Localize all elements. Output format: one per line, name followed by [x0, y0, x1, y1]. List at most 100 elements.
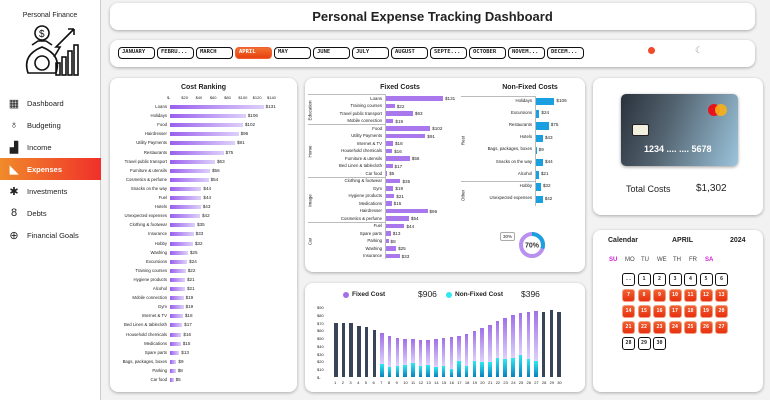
income-chart-icon: ▟ [9, 141, 19, 154]
cost-value: $43 [544, 134, 553, 140]
calendar-day[interactable]: 20 [715, 305, 728, 318]
calendar-day[interactable]: 2 [653, 273, 666, 286]
cost-ranking-value: $44 [203, 185, 212, 191]
legend-total: $396 [521, 289, 540, 299]
bar-fixed [449, 337, 453, 370]
cost-ranking-label: Clothing & footwear [129, 222, 168, 228]
cost-value: $22 [396, 103, 405, 109]
weekday-label: MO [625, 257, 635, 263]
calendar-day[interactable]: 24 [668, 321, 682, 334]
sidebar-item-expenses[interactable]: ◣ Expenses [0, 158, 101, 180]
calendar-day[interactable]: 26 [699, 321, 713, 334]
x-tick: 17 [457, 380, 462, 385]
calendar-day[interactable]: 30 [653, 337, 666, 350]
cost-ranking-bar [170, 287, 185, 291]
group-label: Home [307, 145, 313, 158]
x-tick: 27 [534, 380, 539, 385]
cost-ranking-label: Training courses [135, 267, 167, 273]
calendar-day[interactable]: 23 [653, 321, 666, 334]
cost-ranking-value: $131 [265, 104, 276, 109]
month-tab-6[interactable]: JUNE [313, 47, 350, 59]
calendar-day[interactable]: 22 [637, 321, 651, 334]
calendar-day[interactable]: 15 [637, 305, 651, 318]
calendar-day[interactable]: 14 [622, 305, 635, 318]
month-tab-7[interactable]: JULY [352, 47, 389, 59]
calendar-day[interactable]: 25 [684, 321, 697, 334]
month-tab-12[interactable]: DECEM... [547, 47, 584, 59]
sidebar-item-income[interactable]: ▟ Income [0, 136, 101, 158]
cost-ranking-value: $24 [189, 258, 197, 264]
month-tab-8[interactable]: AUGUST [391, 47, 428, 59]
cost-label: Fuel [373, 223, 382, 228]
bar-nonfixed [534, 361, 538, 377]
cost-ranking-label: Snacks on the way [130, 185, 167, 191]
calendar-day[interactable]: 3 [668, 273, 682, 286]
cost-ranking-value: $5 [175, 377, 181, 382]
calendar-day[interactable]: 9 [653, 289, 666, 302]
bar-nonfixed [395, 366, 400, 377]
calendar-day[interactable]: 1 [637, 273, 651, 286]
month-tab-4[interactable]: APRIL [235, 47, 272, 59]
x-tick: 23 [503, 380, 508, 385]
cost-bar [385, 126, 431, 131]
sidebar-nav: ▦ Dashboard ♁ Budgeting ▟ Income ◣ Expenses ✱ Inv… [0, 92, 101, 246]
calendar-day[interactable]: 29 [637, 337, 651, 350]
sidebar-item-investments[interactable]: ✱ Investments [0, 180, 101, 202]
cost-ranking-value: $8 [177, 367, 183, 373]
calendar-day[interactable]: 11 [684, 289, 697, 302]
calendar-day[interactable]: 7 [622, 289, 635, 302]
sidebar-item-debts[interactable]: 8 Debts [0, 202, 101, 224]
bar-fixed [503, 317, 507, 360]
calendar-day[interactable]: 5 [699, 273, 713, 286]
calendar-day[interactable]: 27 [715, 321, 728, 334]
cost-ranking-label: Utility Payments [136, 140, 167, 146]
calendar-day[interactable]: 16 [653, 305, 666, 318]
x-tick: 25 [518, 380, 524, 385]
month-tab-1[interactable]: JANUARY [118, 47, 155, 59]
calendar-label: Calendar [608, 237, 638, 244]
calendar-day[interactable]: 21 [622, 321, 635, 334]
month-tab-10[interactable]: OCTOBER [469, 47, 506, 59]
cost-ranking-value: $102 [244, 122, 256, 128]
light-mode-icon[interactable] [648, 47, 655, 54]
calendar-day[interactable]: 28 [622, 337, 635, 350]
calendar-day[interactable]: .. [622, 273, 635, 286]
cost-value: $25 [398, 246, 406, 251]
x-tick: 20 [480, 380, 485, 385]
calendar-day[interactable]: 13 [715, 289, 728, 302]
sidebar-item-dashboard[interactable]: ▦ Dashboard [0, 92, 101, 114]
calendar-day[interactable]: 18 [684, 305, 697, 318]
cost-bar [385, 96, 443, 101]
calendar-day[interactable]: 12 [699, 289, 713, 302]
cost-label: Snacks on the way [495, 158, 532, 164]
dashboard-icon: ▦ [8, 97, 20, 110]
month-tab-11[interactable]: NOVEM... [508, 47, 545, 59]
calendar-day[interactable]: 10 [668, 289, 682, 302]
cost-ranking-bar [170, 196, 202, 200]
calendar-day[interactable]: 19 [699, 305, 713, 318]
cost-ranking-bar [170, 350, 180, 355]
bar-nonfixed [387, 366, 392, 377]
calendar-day[interactable]: 4 [684, 273, 697, 286]
x-tick: 1 [334, 380, 337, 385]
bar-total [334, 322, 338, 377]
cost-ranking-value: $19 [185, 295, 194, 301]
calendar-day[interactable]: 8 [637, 289, 651, 302]
calendar-day[interactable]: 17 [668, 305, 682, 318]
cost-ranking-label: Parking [152, 367, 167, 373]
month-tab-3[interactable]: MARCH [196, 47, 233, 59]
month-tab-2[interactable]: FEBRU... [157, 47, 194, 59]
calendar-day[interactable]: 6 [715, 273, 728, 286]
cost-ranking-label: Fuel [158, 195, 167, 200]
bar-fixed [434, 338, 438, 367]
month-tab-9[interactable]: SEPTE... [430, 47, 467, 59]
weekday-label: TH [673, 257, 681, 263]
month-tab-5[interactable]: MAY [274, 47, 311, 59]
bar-nonfixed [434, 366, 438, 377]
bar-nonfixed [457, 361, 461, 377]
dark-mode-icon[interactable]: ☾ [695, 45, 704, 55]
cost-ranking-value: $13 [181, 349, 189, 355]
sidebar-item-financial-goals[interactable]: ⊕ Financial Goals [0, 224, 101, 246]
cost-bar [385, 148, 393, 153]
sidebar-item-budgeting[interactable]: ♁ Budgeting [0, 114, 101, 136]
